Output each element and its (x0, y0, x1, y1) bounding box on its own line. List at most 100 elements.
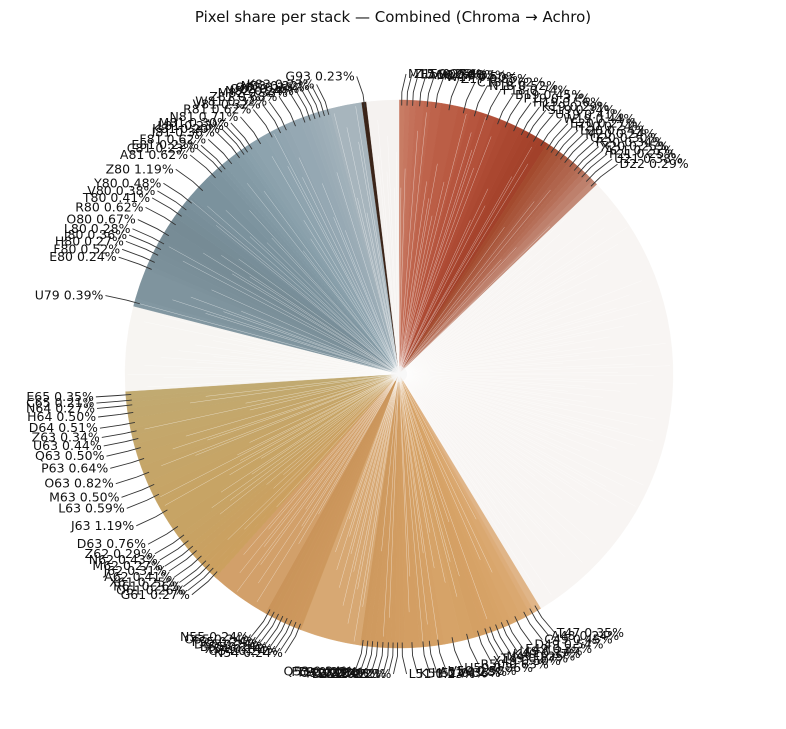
slice-separator (398, 181, 445, 375)
slice-label: M82 0.33% (218, 85, 288, 100)
slice-separator (398, 373, 584, 436)
slice-separator (189, 373, 400, 404)
label-leader-line (279, 621, 297, 652)
slice-separator (398, 274, 576, 375)
slice-separator (398, 363, 635, 375)
slice-separator (398, 353, 651, 375)
slice-separator (147, 373, 400, 388)
slice-separator (398, 233, 561, 375)
slice-separator (398, 313, 541, 375)
slice-separator (396, 152, 400, 375)
slice-separator (336, 373, 400, 570)
label-leader-line (581, 153, 608, 178)
slice-separator (398, 373, 599, 451)
slice-separator (273, 373, 400, 489)
slice-separator (398, 274, 598, 375)
label-leader-line (174, 555, 202, 578)
label-leader-line (96, 404, 133, 409)
label-leader-line (356, 76, 366, 108)
slice-label: C65 0.21% (26, 395, 94, 410)
label-leader-line (137, 219, 170, 237)
slice-separator (398, 373, 567, 437)
slice-separator (195, 344, 400, 375)
slice-label: F49 0.35% (525, 641, 592, 656)
label-leader-line (255, 611, 275, 640)
slice-separator (249, 373, 400, 411)
label-leader-line (462, 82, 476, 114)
slice-separator (143, 321, 400, 375)
slice-separator (271, 156, 400, 375)
label-leader-line (191, 571, 218, 596)
label-leader-line (136, 509, 168, 527)
slice-separator (398, 201, 535, 375)
slice-separator (398, 373, 656, 420)
slice-separator (398, 373, 570, 484)
slice-separator (342, 373, 400, 606)
slice-separator (398, 373, 545, 495)
label-leader-line (221, 128, 245, 155)
slice-separator (398, 373, 481, 560)
label-leader-line (145, 206, 176, 226)
slice-label: K51 0.74% (419, 666, 487, 681)
slice-separator (398, 373, 496, 504)
slice-label: K83 0.23% (247, 76, 315, 91)
slice-label: X54 0.24% (205, 641, 273, 656)
slice-separator (398, 324, 548, 375)
slice-separator (161, 373, 400, 466)
label-leader-line (121, 483, 155, 498)
slice-separator (398, 336, 610, 375)
label-leader-line (484, 628, 500, 659)
slice-separator (398, 373, 602, 433)
slice-label: E65 0.35% (26, 389, 94, 404)
label-leader-line (268, 101, 287, 131)
slice-separator (398, 373, 563, 500)
slice-separator (398, 346, 595, 375)
slice-separator (398, 313, 561, 375)
slice-label: Z80 1.19% (106, 161, 174, 176)
slice-label: D49 0.54% (534, 637, 603, 652)
slice-separator (223, 311, 400, 375)
slice-separator (216, 225, 400, 375)
label-leader-line (473, 85, 488, 117)
label-leader-line (274, 619, 293, 650)
slice-separator (398, 373, 486, 514)
slice-separator (205, 373, 400, 397)
slice-label: V80 0.38% (87, 183, 155, 198)
slice-label: L63 0.59% (58, 500, 125, 515)
slice-separator (225, 210, 400, 375)
pie-center (391, 366, 407, 382)
slice-separator (398, 372, 619, 375)
slice-separator (398, 373, 446, 583)
slice-separator (287, 166, 400, 375)
slice-separator (398, 243, 619, 375)
slice-separator (398, 205, 486, 375)
slice-label: F18 0.74% (503, 82, 570, 97)
slice-separator (398, 227, 605, 375)
label-leader-line (163, 182, 192, 204)
slice-label: D22 0.29% (619, 156, 688, 171)
slice-separator (261, 373, 400, 459)
slice-separator (398, 215, 433, 375)
slice-separator (398, 362, 564, 375)
label-leader-line (419, 74, 427, 107)
slice-separator (398, 373, 581, 452)
slice-separator (161, 316, 400, 375)
label-leader-line (300, 88, 316, 120)
slice-label: D52 0.25% (312, 666, 381, 681)
slice-label: X49 0.50% (493, 653, 561, 668)
slice-label: S19 0.34% (548, 102, 616, 117)
slice-separator (398, 373, 511, 514)
slice-separator (247, 348, 400, 375)
slice-separator (178, 350, 400, 375)
label-leader-line (159, 540, 189, 561)
slice-separator (398, 216, 568, 375)
slice-label: P21 0.25% (609, 146, 676, 161)
slice-separator (220, 373, 400, 493)
slice-separator (249, 236, 400, 375)
slice-separator (398, 373, 569, 407)
slice-separator (389, 373, 400, 618)
slice-label: Q20 0.30% (590, 130, 660, 145)
slice-separator (137, 302, 400, 375)
label-leader-line (262, 104, 282, 134)
slice-label: H51 0.36% (432, 665, 501, 680)
